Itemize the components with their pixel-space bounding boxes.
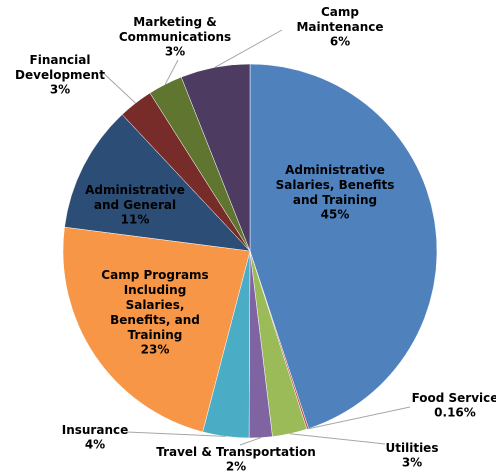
slice-label: Administrative and General: [85, 183, 185, 212]
value-label: 23%: [141, 343, 170, 357]
label-line: and General: [94, 198, 176, 212]
label-line: Maintenance: [296, 20, 383, 34]
value-label: 4%: [85, 438, 105, 452]
label-line: Food Service: [412, 391, 496, 405]
label-line: Development: [15, 68, 105, 82]
leader-line: [164, 59, 179, 85]
value-label: 3%: [402, 456, 422, 470]
label-line: Utilities: [386, 441, 439, 455]
pie-slice: [62, 226, 251, 433]
slice-label: Insurance: [62, 423, 129, 437]
pie-slice: [249, 63, 438, 429]
value-label: 11%: [121, 213, 150, 227]
value-label: 2%: [226, 460, 246, 474]
pie-slice: [64, 114, 251, 252]
label-line: Camp: [321, 5, 359, 19]
slice-label: Administrative Salaries, Benefits and Trai…: [276, 163, 395, 207]
label-line: Communications: [119, 30, 231, 44]
label-line: Financial: [30, 53, 91, 67]
leader-line: [239, 437, 261, 446]
leader-line: [125, 431, 226, 437]
value-label: 0.16%: [434, 406, 476, 420]
slice-label: Financial Development: [15, 53, 105, 82]
label-line: Administrative: [285, 163, 385, 177]
label-line: Salaries, Benefits: [276, 178, 395, 192]
slice-label: Food Service: [412, 391, 496, 405]
label-line: Marketing &: [133, 15, 216, 29]
leader-line: [99, 69, 136, 104]
slice-label: Marketing & Communications: [119, 15, 231, 44]
slice-label: Utilities: [386, 441, 439, 455]
leader-line: [214, 29, 283, 68]
label-line: Administrative: [85, 183, 185, 197]
value-label: 3%: [165, 45, 185, 59]
pie-slice: [180, 63, 251, 252]
slice-label: Camp Programs Including Salaries, Benefits,…: [101, 268, 208, 342]
label-line: and Training: [293, 193, 377, 207]
label-line: Benefits, and: [110, 313, 200, 327]
label-line: Training: [128, 328, 183, 342]
label-line: Salaries,: [126, 298, 185, 312]
label-line: Including: [124, 283, 187, 297]
slice-label: Camp Maintenance: [296, 5, 383, 34]
label-line: Travel & Transportation: [156, 445, 316, 459]
label-line: Camp Programs: [101, 268, 208, 282]
slice-label: Travel & Transportation: [156, 445, 316, 459]
leader-line: [307, 406, 411, 430]
value-label: 3%: [50, 83, 70, 97]
leader-line: [289, 433, 386, 445]
label-line: Insurance: [62, 423, 129, 437]
value-label: 45%: [321, 208, 350, 222]
value-label: 6%: [330, 35, 350, 49]
